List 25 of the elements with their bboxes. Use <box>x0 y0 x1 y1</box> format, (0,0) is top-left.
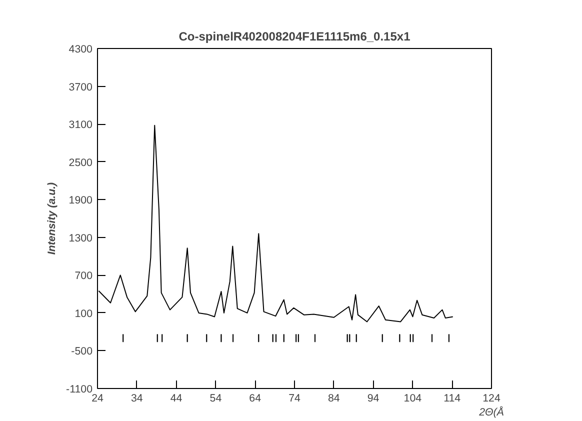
x-tick-label: 124 <box>482 392 500 404</box>
y-tick-label: 3100 <box>68 119 93 132</box>
y-tick-label: -500 <box>71 346 93 358</box>
y-tick-label: 100 <box>74 308 93 320</box>
y-tick-label: -1100 <box>66 384 93 396</box>
chart-title: Co-spinelR402008204F1E1115m6_0.15x1 <box>178 30 411 44</box>
x-tick-label: 34 <box>130 392 143 404</box>
x-axis-title: 2Θ(Å <box>478 406 504 418</box>
x-tick-label: 114 <box>444 392 461 404</box>
y-axis-title: Intensity (a.u.) <box>46 182 58 255</box>
y-tick-label: 1300 <box>68 232 93 244</box>
x-tick-label: 94 <box>367 392 380 404</box>
y-tick-label: 700 <box>74 270 93 282</box>
x-tick-label: 74 <box>288 392 300 404</box>
x-tick-label: 44 <box>170 392 182 404</box>
x-tick-label: 64 <box>249 392 262 404</box>
line-series <box>98 124 454 322</box>
x-tick-label: 24 <box>92 392 104 404</box>
x-tick-label: 84 <box>328 392 340 404</box>
y-tick-label: 4300 <box>68 44 93 56</box>
y-tick-label: 3700 <box>68 81 93 94</box>
x-tick-label: 104 <box>404 392 422 404</box>
x-tick-label: 54 <box>210 392 222 404</box>
y-tick-label: 1900 <box>68 194 93 207</box>
y-tick-label: 2500 <box>68 156 93 169</box>
